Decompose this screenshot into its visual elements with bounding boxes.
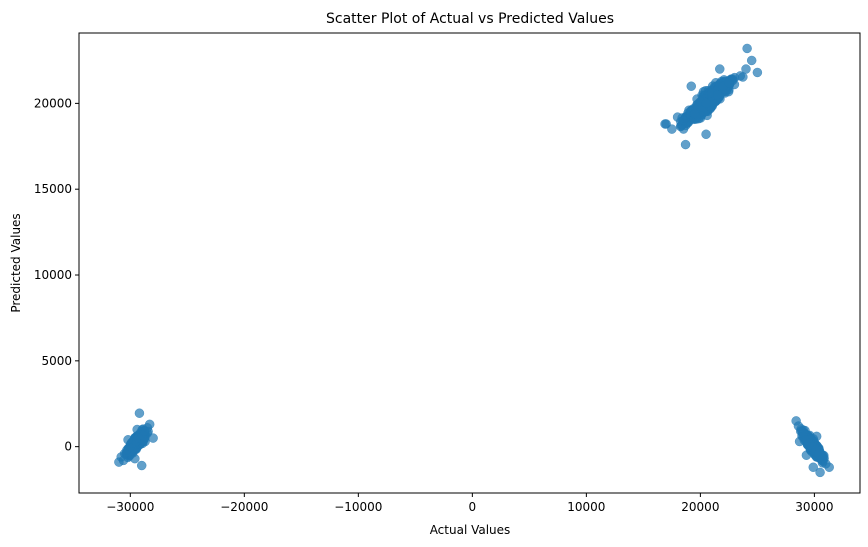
data-point	[130, 453, 140, 464]
data-point	[689, 108, 700, 119]
y-tick-label: 15000	[34, 182, 72, 196]
data-point	[712, 90, 723, 100]
x-tick-label: 0	[469, 500, 477, 514]
plot-frame	[78, 32, 861, 494]
x-tick-label: 10000	[567, 500, 605, 514]
x-tick-label: 30000	[795, 500, 833, 514]
data-point	[678, 115, 689, 126]
data-point	[148, 433, 158, 443]
data-point	[123, 435, 133, 445]
data-point	[144, 419, 155, 430]
data-point	[660, 119, 670, 129]
x-axis-label: Actual Values	[430, 523, 511, 537]
data-point	[680, 139, 691, 150]
data-point	[118, 455, 129, 466]
y-tick-label: 10000	[34, 268, 72, 282]
x-tick-label: 20000	[681, 500, 719, 514]
data-point	[701, 129, 711, 140]
data-point	[136, 460, 147, 471]
data-points	[114, 43, 834, 478]
data-point	[741, 64, 751, 74]
data-point	[701, 98, 711, 109]
data-point	[686, 81, 697, 91]
data-point	[794, 436, 805, 447]
data-point	[746, 55, 757, 66]
data-point	[824, 462, 834, 472]
y-tick-label: 0	[64, 440, 72, 454]
x-axis-ticks: −30000 −20000 −10000 0 10000 20000 30000	[106, 493, 833, 514]
chart-title: Scatter Plot of Actual vs Predicted Valu…	[326, 11, 614, 27]
y-axis-ticks: 0 5000 10000 15000 20000	[34, 96, 79, 454]
x-tick-label: −30000	[106, 500, 154, 514]
data-point	[715, 64, 725, 74]
y-axis-label: Predicted Values	[9, 213, 23, 312]
y-tick-label: 20000	[34, 96, 72, 110]
data-point	[808, 462, 818, 472]
data-point	[801, 450, 812, 460]
data-point	[667, 124, 677, 134]
data-point	[742, 43, 752, 54]
x-tick-label: −10000	[334, 500, 382, 514]
data-point	[132, 424, 142, 435]
data-point	[140, 436, 150, 447]
data-point	[815, 467, 825, 478]
data-point	[752, 67, 763, 78]
data-point	[134, 408, 145, 418]
data-point	[811, 431, 822, 442]
y-tick-label: 5000	[41, 354, 72, 368]
data-point	[735, 71, 746, 81]
x-tick-label: −20000	[220, 500, 268, 514]
